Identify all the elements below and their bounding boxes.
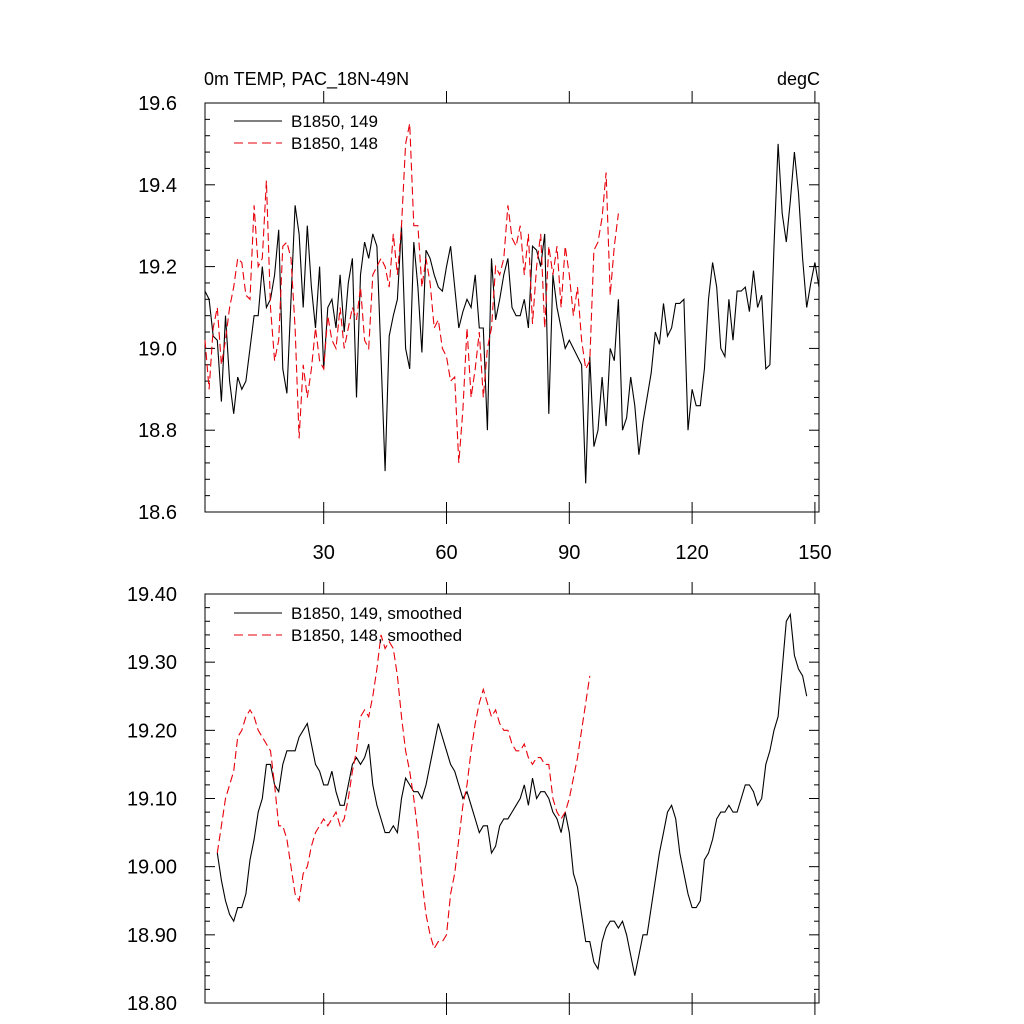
legend-label-149-smoothed: B1850, 149, smoothed (291, 604, 462, 623)
top-y-tick-label: 19.2 (138, 257, 177, 279)
bottom-series-line-148 (216, 634, 591, 950)
top-x-tick-label: 30 (313, 542, 335, 564)
bottom-y-tick-label: 19.10 (127, 789, 177, 811)
bottom-panel: 18.80 18.90 19.00 19.10 19.20 19.30 19.40 B185… (127, 582, 820, 1015)
bottom-y-tick-label: 18.90 (127, 925, 177, 947)
bottom-series-line-149 (216, 612, 808, 976)
top-y-tick-label: 19.0 (138, 338, 177, 360)
bottom-series-group (216, 612, 808, 976)
top-y-tick-label: 18.6 (138, 502, 177, 524)
top-x-tick-label: 120 (675, 542, 708, 564)
bottom-y-tick-label: 18.80 (127, 993, 177, 1015)
top-x-tick-label: 90 (558, 542, 580, 564)
top-panel-title: 0m TEMP, PAC_18N-49N (204, 69, 409, 90)
bottom-y-tick-label: 19.40 (127, 584, 177, 606)
bottom-y-tick-label: 19.30 (127, 652, 177, 674)
top-y-tick-label: 19.4 (138, 175, 177, 197)
top-axis-ticks: 18.6 18.8 19.0 19.2 19.4 19.6 30 60 90 120 150 (138, 91, 832, 564)
bottom-plot-frame (204, 593, 820, 1004)
bottom-axis-ticks: 18.80 18.90 19.00 19.10 19.20 19.30 19.40 (127, 582, 819, 1015)
legend-label-148-smoothed: B1850, 148, smoothed (291, 626, 462, 645)
bottom-legend: B1850, 149, smoothed B1850, 148, smoothe… (234, 604, 462, 645)
top-series-line-149 (204, 143, 820, 484)
top-series-group (204, 123, 820, 484)
bottom-y-tick-label: 19.00 (127, 857, 177, 879)
top-panel: 0m TEMP, PAC_18N-49N degC 18.6 18.8 19.0 19… (138, 69, 832, 564)
top-y-tick-label: 18.8 (138, 420, 177, 442)
bottom-y-tick-label: 19.20 (127, 720, 177, 742)
top-y-tick-label: 19.6 (138, 93, 177, 115)
top-legend: B1850, 149 B1850, 148 (234, 112, 378, 153)
legend-label-149: B1850, 149 (291, 112, 378, 131)
top-x-tick-label: 150 (798, 542, 831, 564)
top-plot-frame (204, 102, 820, 513)
top-series-line-148 (204, 123, 619, 463)
legend-label-148: B1850, 148 (291, 134, 378, 153)
top-panel-units: degC (777, 69, 820, 89)
top-x-tick-label: 60 (435, 542, 457, 564)
